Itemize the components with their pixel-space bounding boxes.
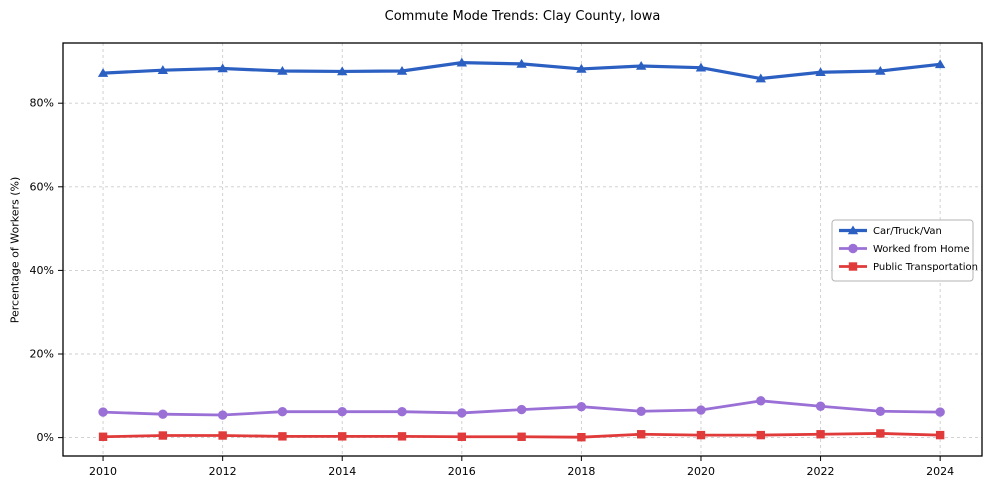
series-worked-from-home xyxy=(98,396,945,420)
x-tick-label: 2014 xyxy=(328,465,356,478)
car-truck-van-marker-icon xyxy=(516,58,527,68)
public-transportation-marker-icon xyxy=(696,430,706,440)
x-tick-label: 2018 xyxy=(567,465,595,478)
public-transportation-marker-icon xyxy=(517,432,526,441)
public-transportation-marker-icon xyxy=(577,432,586,442)
car-truck-van-marker-icon xyxy=(337,66,348,76)
worked-from-home-marker-icon xyxy=(397,406,407,417)
public-transportation-marker-icon xyxy=(158,431,168,440)
car-truck-van-marker-icon xyxy=(695,62,707,72)
y-tick-label: 0% xyxy=(37,431,54,444)
public-transportation-marker-icon xyxy=(876,429,885,438)
legend-item-worked-from-home: Worked from Home xyxy=(839,243,970,255)
axis-tick-labels: 0% 20% 40% 60% 80% 2010 2012 2014 2016 2018 2020 20… xyxy=(30,97,955,478)
public-transportation-marker-icon xyxy=(756,430,765,440)
axis-ticks xyxy=(58,102,941,461)
worked-from-home-marker-icon xyxy=(875,406,886,416)
y-tick-label: 20% xyxy=(30,348,54,361)
gridlines xyxy=(63,43,982,456)
car-truck-van-marker-icon xyxy=(217,63,228,73)
x-tick-label: 2012 xyxy=(209,465,237,478)
public-transportation-marker-icon xyxy=(338,432,347,441)
car-truck-van-marker-icon xyxy=(847,225,859,235)
y-tick-label: 40% xyxy=(30,264,54,277)
legend-item-public-transportation: Public Transportation xyxy=(839,262,978,273)
worked-from-home-marker-icon xyxy=(756,396,766,406)
x-tick-label: 2022 xyxy=(807,465,835,478)
series-public-transportation xyxy=(98,429,945,442)
legend: Car/Truck/Van Worked from Home Public Tran… xyxy=(831,219,978,282)
worked-from-home-marker-icon xyxy=(277,406,288,417)
public-transportation-marker-icon xyxy=(98,432,108,441)
x-tick-label: 2024 xyxy=(926,465,954,478)
car-truck-van-marker-icon xyxy=(576,63,587,73)
car-truck-van-marker-icon xyxy=(755,73,766,83)
public-transportation-marker-icon xyxy=(935,430,945,440)
worked-from-home-marker-icon xyxy=(98,407,108,417)
car-truck-van-marker-icon xyxy=(815,67,826,77)
legend-label: Worked from Home xyxy=(873,244,970,255)
car-truck-van-marker-icon xyxy=(635,60,647,70)
worked-from-home-marker-icon xyxy=(576,401,587,412)
car-truck-van-marker-icon xyxy=(97,68,109,77)
worked-from-home-marker-icon xyxy=(696,405,706,415)
legend-label: Car/Truck/Van xyxy=(873,226,942,237)
plot-border xyxy=(62,42,983,457)
car-truck-van-marker-icon xyxy=(157,65,169,74)
worked-from-home-marker-icon xyxy=(935,407,945,417)
series-car-truck-van xyxy=(97,57,946,83)
public-transportation-marker-icon xyxy=(636,430,646,439)
worked-from-home-marker-icon xyxy=(636,406,646,416)
public-transportation-marker-icon xyxy=(278,432,287,441)
worked-from-home-marker-icon xyxy=(815,401,826,411)
worked-from-home-marker-icon xyxy=(848,243,858,254)
y-tick-label: 80% xyxy=(30,97,54,110)
public-transportation-marker-icon xyxy=(816,430,825,439)
legend-label: Public Transportation xyxy=(873,262,978,273)
worked-from-home-marker-icon xyxy=(516,404,527,415)
public-transportation-marker-icon xyxy=(457,432,467,441)
x-tick-label: 2020 xyxy=(687,465,715,478)
y-tick-label: 60% xyxy=(30,180,54,193)
car-truck-van-marker-icon xyxy=(875,66,886,75)
car-truck-van-marker-icon xyxy=(934,59,946,69)
worked-from-home-marker-icon xyxy=(217,410,228,420)
x-tick-label: 2010 xyxy=(89,465,117,478)
car-truck-van-marker-icon xyxy=(396,66,408,75)
public-transportation-marker-icon xyxy=(218,431,227,440)
public-transportation-marker-icon xyxy=(397,432,407,441)
worked-from-home-marker-icon xyxy=(457,408,467,418)
chart-title: Commute Mode Trends: Clay County, Iowa xyxy=(384,9,661,24)
car-truck-van-marker-icon xyxy=(456,57,468,67)
car-truck-van-marker-icon xyxy=(277,66,288,75)
x-tick-label: 2016 xyxy=(448,465,476,478)
worked-from-home-marker-icon xyxy=(337,406,347,417)
legend-box xyxy=(831,219,974,282)
public-transportation-marker-icon xyxy=(848,262,858,271)
worked-from-home-marker-icon xyxy=(158,409,168,419)
legend-item-car-truck-van: Car/Truck/Van xyxy=(839,225,942,237)
